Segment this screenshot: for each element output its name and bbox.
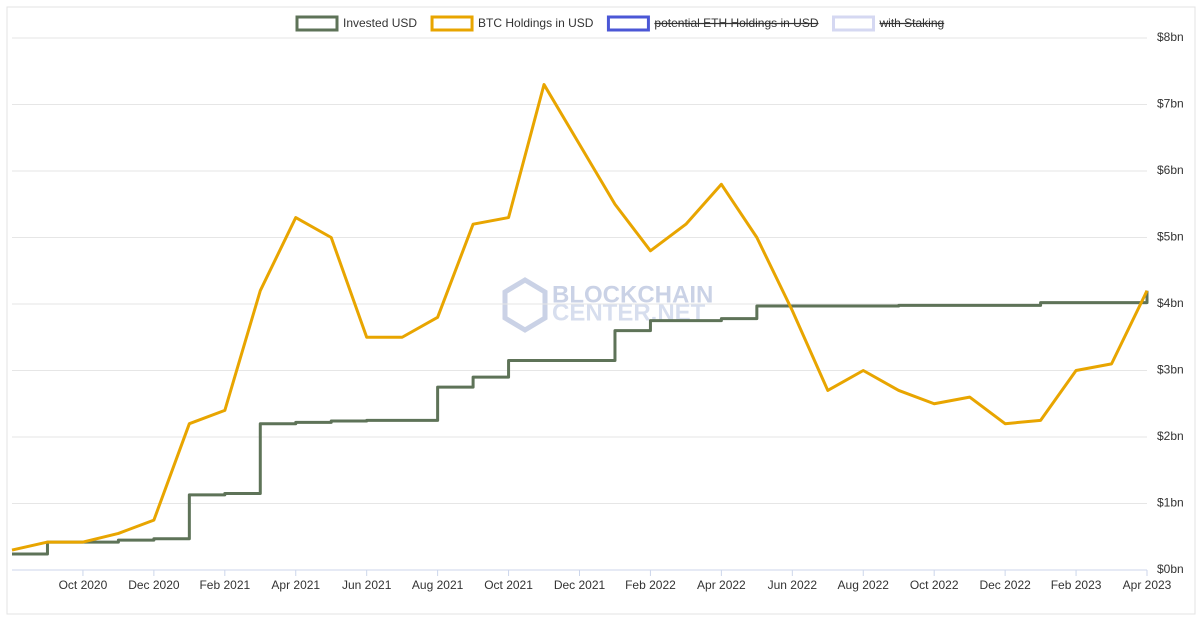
- chart-frame: [6, 6, 1196, 615]
- legend-label: BTC Holdings in USD: [478, 16, 594, 30]
- y-tick-label: $8bn: [1157, 30, 1184, 44]
- x-tick-label: Dec 2021: [554, 578, 606, 592]
- x-tick-label: Jun 2022: [768, 578, 818, 592]
- x-tick-label: Dec 2022: [979, 578, 1031, 592]
- x-tick-label: Oct 2020: [59, 578, 108, 592]
- series-line: [11, 83, 1149, 552]
- x-tick-label: Oct 2021: [484, 578, 533, 592]
- legend-swatch: [430, 15, 474, 32]
- x-tick-label: Dec 2020: [128, 578, 180, 592]
- x-tick-label: Feb 2023: [1051, 578, 1102, 592]
- x-tick-label: Apr 2021: [271, 578, 320, 592]
- x-tick-label: Aug 2022: [838, 578, 890, 592]
- x-tick-label: Aug 2021: [412, 578, 464, 592]
- legend-item[interactable]: BTC Holdings in USD: [430, 15, 594, 32]
- x-tick-label: Apr 2023: [1123, 578, 1172, 592]
- legend-swatch: [832, 15, 875, 32]
- legend-item[interactable]: Invested USD: [295, 15, 417, 32]
- y-tick-label: $7bn: [1157, 97, 1184, 111]
- x-tick-label: Feb 2021: [199, 578, 250, 592]
- x-tick-label: Jun 2021: [342, 578, 392, 592]
- legend-swatch: [295, 15, 339, 32]
- watermark-logo: [502, 277, 548, 333]
- legend-label: potential ETH Holdings in USD: [654, 16, 818, 30]
- y-tick-label: $4bn: [1157, 296, 1184, 310]
- legend-item[interactable]: potential ETH Holdings in USD: [606, 15, 819, 32]
- y-tick-label: $5bn: [1157, 230, 1184, 244]
- y-tick-label: $6bn: [1157, 163, 1184, 177]
- y-tick-label: $0bn: [1157, 562, 1184, 576]
- x-tick-label: Feb 2022: [625, 578, 676, 592]
- legend-swatch: [606, 15, 650, 32]
- x-tick-label: Oct 2022: [910, 578, 959, 592]
- y-tick-label: $3bn: [1157, 363, 1184, 377]
- legend: Invested USD BTC Holdings in USD potential…: [295, 15, 945, 32]
- y-tick-label: $1bn: [1157, 496, 1184, 510]
- watermark-text: CENTER.NET: [552, 299, 706, 326]
- x-tick-label: Apr 2022: [697, 578, 746, 592]
- y-tick-label: $2bn: [1157, 429, 1184, 443]
- legend-label: Invested USD: [343, 16, 417, 30]
- legend-label: with Staking: [879, 16, 945, 30]
- legend-item[interactable]: with Staking: [832, 15, 945, 32]
- series-line: [12, 290, 1149, 556]
